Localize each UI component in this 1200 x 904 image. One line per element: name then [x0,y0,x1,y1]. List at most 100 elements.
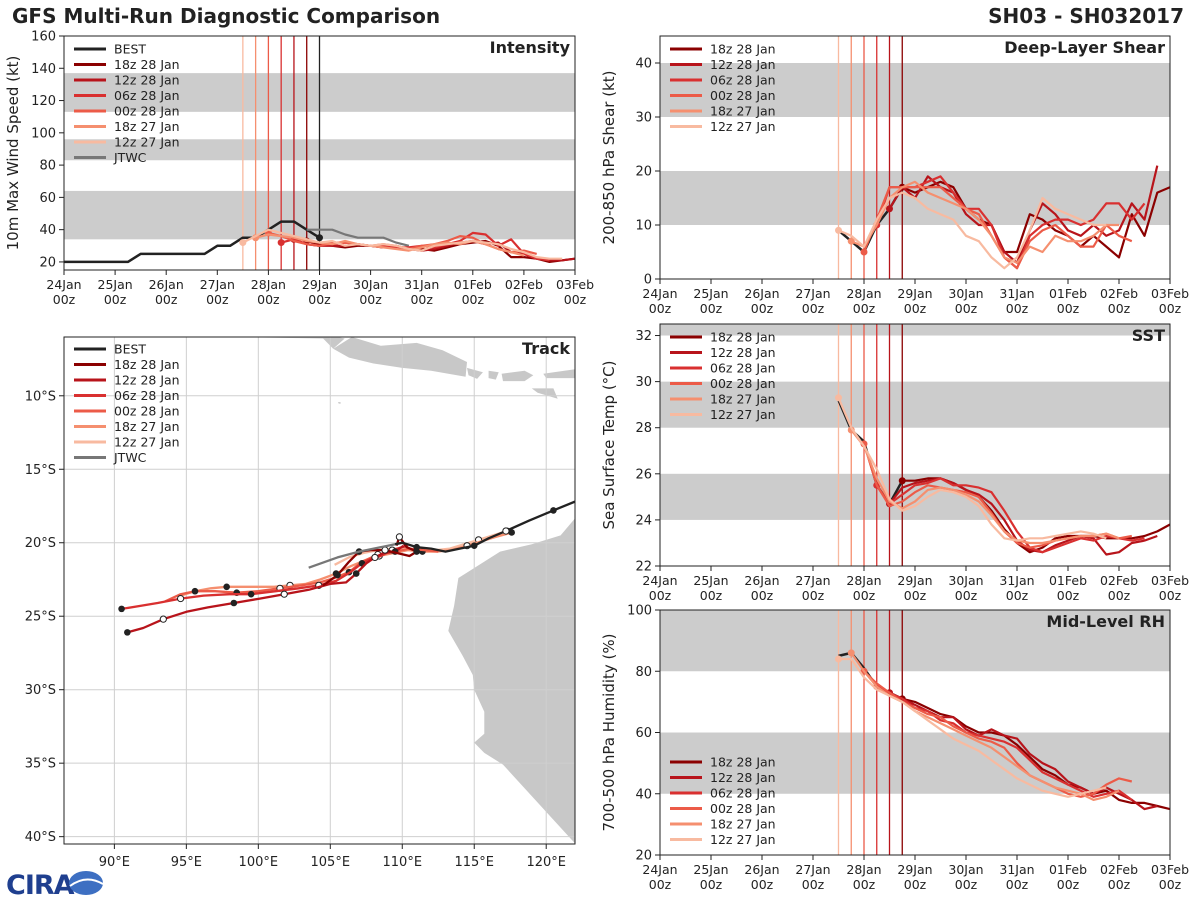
shear-legend-label-12z-27-jan: 12z 27 Jan [710,119,776,134]
intensity-legend-label-best: BEST [114,42,146,57]
track-legend-label-18z-28-jan: 18z 28 Jan [114,357,180,372]
sst-xtick-hour-4: 00z [853,588,876,603]
sst-xtick-day-1: 25Jan [693,573,728,588]
rh-ytick-label-100: 100 [627,604,652,619]
intensity-xtick-hour-7: 00z [410,292,433,307]
intensity-xtick-day-2: 26Jan [149,277,184,292]
sst-ylabel: Sea Surface Temp (°C) [600,360,618,529]
rh-xtick-day-6: 30Jan [948,862,983,877]
track-ytick-label-1: 15°S [25,463,56,478]
rh-ytick-label-60: 60 [635,726,652,741]
cira-logo-text: CIRA [6,870,75,900]
rh-xtick-day-1: 25Jan [693,862,728,877]
intensity-legend-label-12z-28-jan: 12z 28 Jan [114,73,180,88]
land-sumba [531,388,558,399]
track-legend-label-jtwc: JTWC [113,450,147,465]
intensity-xtick-day-10: 03Feb [556,277,594,292]
rh-xtick-hour-9: 00z [1108,877,1131,892]
track-point-filled-best-1 [470,542,478,549]
track-xtick-label-4: 110°E [383,855,423,870]
track-point-filled-06z-28-jan-1 [247,590,255,598]
track-ytick-label-4: 30°S [25,683,56,698]
cira-logo-globe [69,871,103,895]
track-series-06z-28-jan [121,544,409,611]
shear-xtick-day-0: 24Jan [642,286,677,301]
shear-xtick-hour-0: 00z [649,301,672,316]
sst-marker-18z-28-jan-0 [898,477,906,485]
shear-title: Deep-Layer Shear [1004,38,1165,57]
rh-band-0 [660,732,1170,794]
intensity-xtick-hour-0: 00z [53,292,76,307]
sst-series-06z-28-jan [875,477,1145,554]
shear-legend-label-12z-28-jan: 12z 28 Jan [710,57,776,72]
rh-legend-label-18z-28-jan: 18z 28 Jan [710,755,776,770]
shear-xtick-day-2: 26Jan [744,286,779,301]
rh-xtick-hour-2: 00z [751,877,774,892]
sst-ytick-label-26: 26 [635,467,652,482]
rh-xtick-hour-6: 00z [955,877,978,892]
track-xtick-label-6: 120°E [526,855,566,870]
sst-xtick-hour-10: 00z [1159,588,1182,603]
intensity-series-18z-28-jan [306,239,575,263]
shear-series-12z-28-jan [888,165,1159,264]
intensity-series-jtwc [306,228,410,247]
track-ytick-label-0: 10°S [25,389,56,404]
track-frame [63,336,576,845]
sst-xtick-day-6: 30Jan [948,573,983,588]
rh-legend-label-00z-28-jan: 00z 28 Jan [710,801,776,816]
sst-band-1 [660,381,1170,428]
shear-xtick-hour-7: 00z [1006,301,1029,316]
sst-ytick-label-28: 28 [635,421,652,436]
track-plot-area [64,337,575,844]
sst-xtick-hour-7: 00z [1006,588,1029,603]
track-legend-label-best: BEST [114,342,146,357]
intensity-ytick-label-40: 40 [39,223,56,238]
rh-xtick-day-10: 03Feb [1151,862,1189,877]
sst-xtick-hour-0: 00z [649,588,672,603]
intensity-xtick-hour-8: 00z [462,292,485,307]
sst-xtick-day-4: 28Jan [846,573,881,588]
rh-ytick-label-20: 20 [635,849,652,864]
intensity-ytick-label-80: 80 [39,159,56,174]
track-point-filled-18z-27-jan-3 [223,583,230,591]
sst-marker-12z-27-jan-0 [835,394,842,402]
shear-series-12z-27-jan [838,191,1107,270]
shear-band-1 [660,63,1170,117]
shear-ytick-label-30: 30 [635,111,652,126]
shear-marker-18z-27-jan-0 [847,237,855,245]
intensity-xtick-day-3: 27Jan [200,277,235,292]
rh-series-12z-27-jan [838,657,1107,798]
track-legend-label-12z-28-jan: 12z 28 Jan [114,373,180,388]
rh-legend-label-12z-27-jan: 12z 27 Jan [710,832,776,847]
track-xtick-label-1: 95°E [171,855,202,870]
rh-xtick-day-7: 31Jan [999,862,1034,877]
storm-id: SH03 - SH032017 [988,4,1184,28]
sst-xtick-day-8: 01Feb [1049,573,1087,588]
cira-logo-swoosh [69,878,104,887]
intensity-legend-label-12z-27-jan: 12z 27 Jan [114,135,180,150]
intensity-xtick-day-5: 29Jan [302,277,337,292]
shear-xtick-day-4: 28Jan [846,286,881,301]
sst-band-2 [660,324,1170,336]
intensity-xtick-hour-3: 00z [206,292,229,307]
track-point-open-18z-28-jan-0 [395,533,403,541]
intensity-marker-best-0 [316,234,323,242]
sst-legend-label-18z-28-jan: 18z 28 Jan [710,330,776,345]
track-xtick-label-3: 105°E [311,855,351,870]
track-point-open-best-0 [502,527,510,535]
track-legend-label-00z-28-jan: 00z 28 Jan [114,404,180,419]
shear-ytick-label-10: 10 [635,219,652,234]
shear-plot-area [660,36,1170,279]
sst-legend-label-06z-28-jan: 06z 28 Jan [710,361,776,376]
shear-xtick-day-8: 01Feb [1049,286,1087,301]
intensity-ytick-label-160: 160 [31,30,56,45]
track-point-filled-18z-28-jan-2 [334,571,341,579]
land-australia [448,518,575,844]
rh-plot-area [660,610,1170,855]
sst-xtick-day-5: 29Jan [897,573,932,588]
sst-xtick-hour-8: 00z [1057,588,1080,603]
track-point-open-12z-28-jan-0 [371,553,379,562]
shear-xtick-hour-2: 00z [751,301,774,316]
intensity-ytick-label-120: 120 [31,94,56,109]
